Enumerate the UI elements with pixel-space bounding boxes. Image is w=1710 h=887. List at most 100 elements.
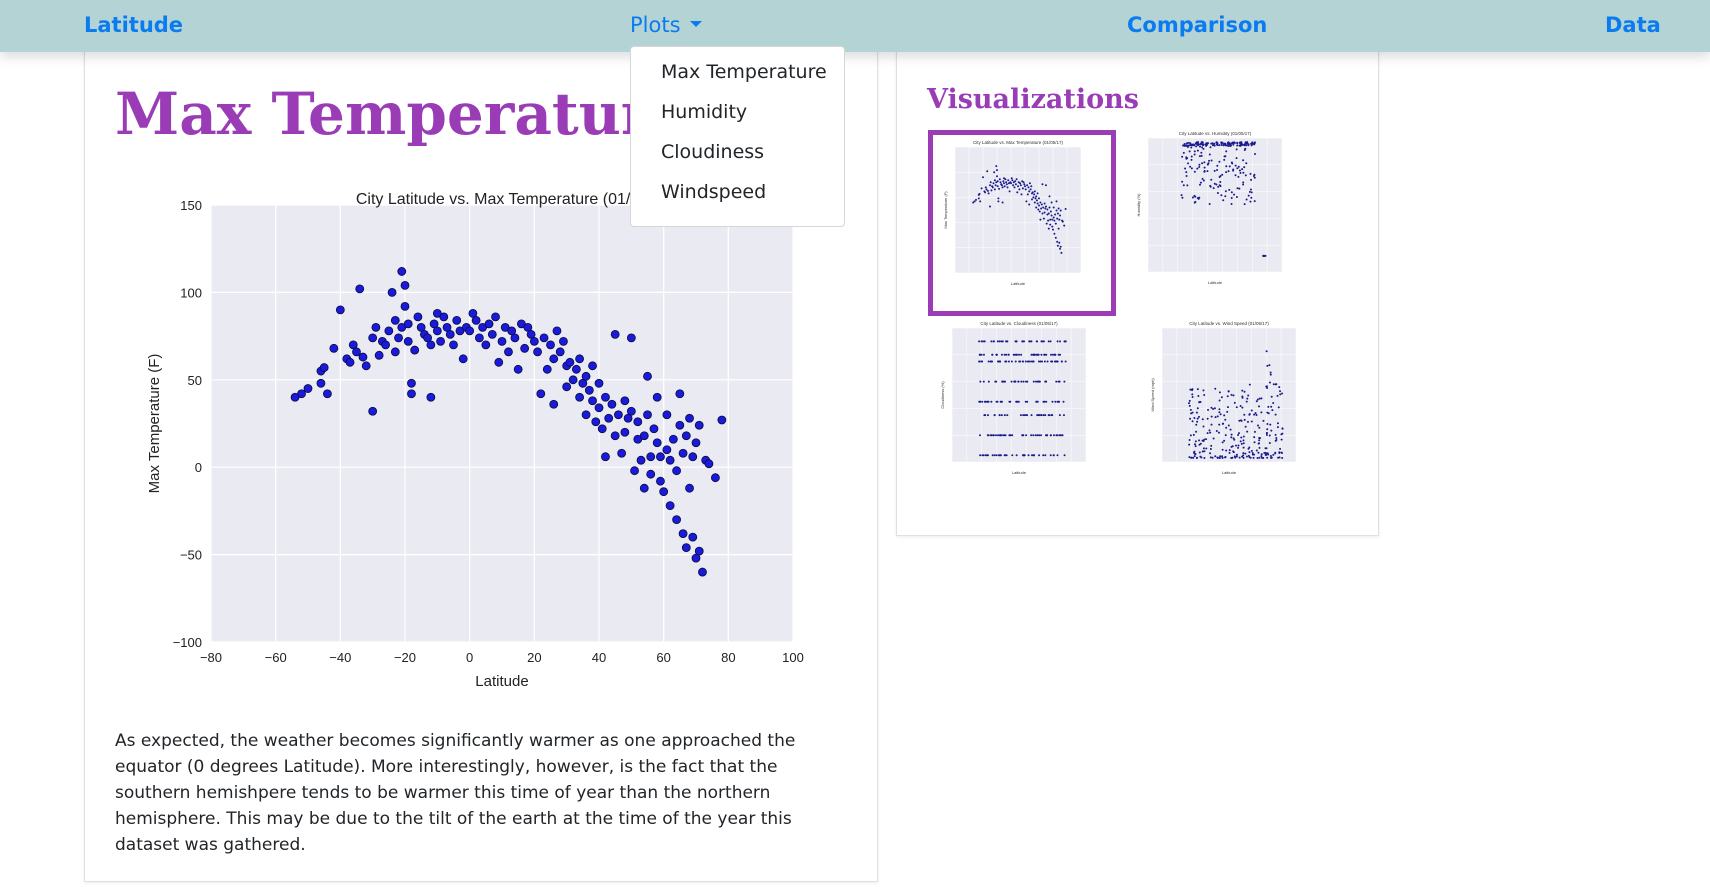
- thumbnail-point: [998, 340, 1001, 343]
- thumbnail-humidity[interactable]: City Latitude vs. Humidity (01/05/17) Lat…: [1136, 131, 1294, 304]
- thumbnail-point: [982, 353, 985, 356]
- thumbnail-point: [1189, 408, 1192, 411]
- thumbnail-point: [1230, 436, 1233, 439]
- data-point: [487, 329, 497, 339]
- data-point: [672, 515, 681, 525]
- thumbnail-point: [1023, 183, 1026, 186]
- thumbnail-point: [1186, 142, 1189, 145]
- thumbnail-point: [1242, 159, 1245, 162]
- thumbnail-point: [1198, 163, 1201, 166]
- thumbnail-point: [994, 184, 997, 187]
- thumbnail-point: [1032, 196, 1035, 199]
- thumbnail-point: [1266, 423, 1269, 426]
- thumbnail-point: [1269, 373, 1272, 376]
- thumbnail-point: [998, 414, 1001, 417]
- thumbnail-point: [1247, 144, 1250, 147]
- dropdown-item-cloudiness[interactable]: Cloudiness: [661, 141, 765, 163]
- thumbnail-point: [1235, 444, 1238, 447]
- thumbnail-point: [1249, 200, 1252, 203]
- thumbnail-point: [1260, 455, 1263, 458]
- thumbnail-point: [1026, 400, 1029, 403]
- thumbnail-title: City Latitude vs. Wind Speed (01/05/17): [1189, 321, 1269, 326]
- thumbnail-point: [1007, 179, 1010, 182]
- thumbnail-point: [1012, 353, 1015, 356]
- nav-brand-latitude[interactable]: Latitude: [84, 13, 184, 37]
- nav-comparison[interactable]: Comparison: [1127, 13, 1268, 37]
- data-point: [656, 476, 665, 486]
- thumbnail-point: [1216, 169, 1219, 172]
- thumbnail-point: [1057, 207, 1060, 210]
- thumbnail-point: [987, 414, 990, 417]
- thumbnail-point: [1044, 414, 1047, 417]
- thumbnail-point: [1200, 154, 1203, 157]
- data-point: [513, 364, 523, 374]
- thumbnail-point: [1195, 145, 1198, 148]
- thumbnail-point: [1040, 353, 1043, 356]
- thumbnail-point: [1248, 446, 1251, 449]
- thumbnail-point: [1035, 380, 1038, 383]
- thumbnail-point: [1049, 210, 1052, 213]
- thumbnail-point: [1191, 411, 1194, 414]
- dropdown-item-max-temperature[interactable]: Max Temperature: [661, 61, 827, 83]
- data-point: [562, 382, 572, 392]
- thumbnail-cloudiness[interactable]: City Latitude vs. Cloudiness (01/05/17) L…: [938, 320, 1108, 496]
- thumbnail-point: [1278, 451, 1281, 454]
- thumbnail-point: [1012, 184, 1015, 187]
- data-point: [355, 284, 365, 294]
- thumbnail-point: [1221, 455, 1224, 458]
- thumbnail-point: [1248, 383, 1251, 386]
- data-point: [416, 322, 426, 332]
- thumbnail-point: [981, 340, 984, 343]
- thumbnail-point: [1021, 180, 1024, 183]
- data-point: [662, 410, 672, 420]
- thumbnail-point: [1193, 416, 1196, 419]
- x-tick-label: −80: [200, 650, 222, 665]
- thumbnail-point: [1048, 195, 1051, 198]
- thumbnail-point: [1210, 415, 1213, 418]
- data-point: [345, 357, 355, 367]
- thumbnail-point: [1054, 400, 1057, 403]
- thumbnail-point: [1032, 454, 1035, 457]
- thumbnail-point: [1202, 447, 1205, 450]
- thumbnail-point: [1201, 439, 1204, 442]
- thumbnail-point: [1061, 434, 1064, 437]
- thumbnail-point: [991, 186, 994, 189]
- thumbnail-point: [1005, 181, 1008, 184]
- thumbnail-point: [1014, 360, 1017, 363]
- thumbnail-point: [1046, 213, 1049, 216]
- dropdown-item-humidity[interactable]: Humidity: [661, 101, 748, 123]
- data-point: [607, 399, 617, 409]
- thumbnail-point: [1220, 194, 1223, 197]
- data-point: [481, 340, 491, 350]
- thumbnail-point: [1001, 201, 1004, 204]
- dropdown-item-windspeed[interactable]: Windspeed: [661, 181, 767, 203]
- data-point: [717, 415, 727, 425]
- thumbnail-point: [1190, 146, 1193, 149]
- thumbnail-point: [1279, 390, 1282, 393]
- nav-plots-dropdown-toggle[interactable]: Plots: [630, 13, 702, 37]
- thumbnail-point: [1035, 353, 1038, 356]
- thumbnail-point: [1202, 389, 1205, 392]
- thumbnail-point: [1045, 400, 1048, 403]
- thumbnail-point: [1224, 155, 1227, 158]
- thumbnail-point: [1264, 453, 1267, 456]
- thumbnail-point: [1036, 434, 1039, 437]
- data-point: [352, 347, 361, 357]
- thumbnail-wind-speed[interactable]: City Latitude vs. Wind Speed (01/05/17) L…: [1148, 320, 1316, 496]
- thumbnail-max-temperature[interactable]: City Latitude vs. Max Temperature (01/05…: [928, 130, 1116, 316]
- thumbnail-point: [1038, 414, 1041, 417]
- thumbnail-point: [990, 189, 993, 192]
- thumbnail-point: [1010, 380, 1013, 383]
- thumbnail-point: [989, 205, 991, 208]
- thumbnail-point: [1015, 178, 1018, 181]
- data-point: [691, 438, 701, 448]
- thumbnail-point: [1059, 353, 1062, 356]
- thumbnail-point: [1005, 454, 1008, 457]
- thumbnail-point: [990, 400, 993, 403]
- thumbnail-point: [1201, 146, 1204, 149]
- nav-data[interactable]: Data: [1605, 13, 1661, 37]
- thumbnail-point: [1195, 430, 1198, 433]
- thumbnail-point: [1187, 402, 1190, 405]
- thumbnail-point: [1268, 434, 1271, 437]
- thumbnail-point: [1226, 142, 1229, 145]
